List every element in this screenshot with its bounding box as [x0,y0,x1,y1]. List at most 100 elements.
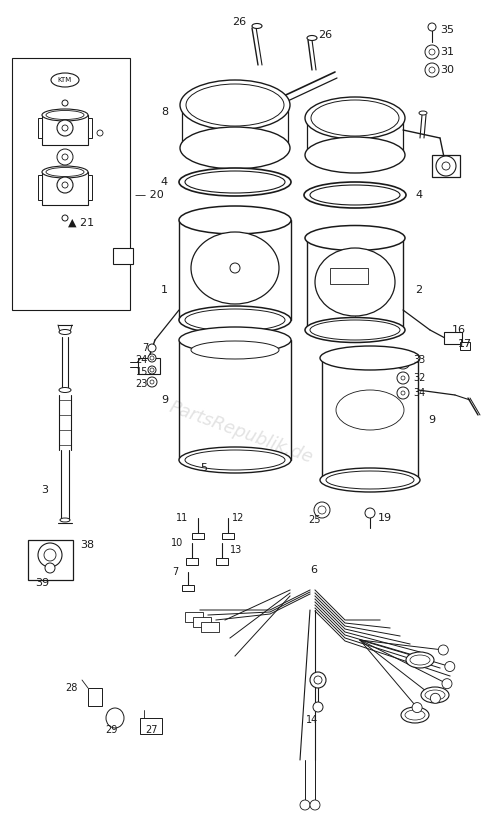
Text: 29: 29 [105,725,118,735]
Circle shape [148,344,156,352]
Text: 28: 28 [66,683,78,693]
Ellipse shape [401,707,429,723]
Polygon shape [38,175,42,200]
Text: ▲ 21: ▲ 21 [68,218,94,228]
Circle shape [45,563,55,573]
Bar [88,688,102,706]
Ellipse shape [42,109,88,121]
Circle shape [57,120,73,136]
Ellipse shape [179,206,291,234]
Ellipse shape [186,84,284,126]
Polygon shape [42,115,88,145]
Ellipse shape [46,111,84,120]
Bar [444,332,462,344]
Ellipse shape [60,518,70,522]
Ellipse shape [179,168,291,196]
Ellipse shape [315,248,395,316]
Circle shape [150,380,154,384]
Ellipse shape [410,655,430,665]
Circle shape [310,800,320,810]
Text: 30: 30 [440,65,454,75]
Text: 13: 13 [230,545,242,555]
Ellipse shape [106,708,124,728]
Ellipse shape [305,97,405,139]
Text: 26: 26 [232,17,246,27]
Bar [186,558,198,565]
Text: 19: 19 [378,513,392,523]
Circle shape [62,125,68,131]
Ellipse shape [59,329,71,334]
Circle shape [150,356,154,360]
Text: 33: 33 [413,355,425,365]
Text: 7: 7 [172,567,178,577]
Bar [113,248,133,264]
Circle shape [150,368,154,372]
Polygon shape [42,172,88,205]
Text: 26: 26 [318,30,332,40]
Circle shape [57,149,73,165]
Circle shape [310,672,326,688]
Ellipse shape [185,450,285,470]
Circle shape [425,63,439,77]
Ellipse shape [311,100,399,136]
Circle shape [147,377,157,387]
Text: 24: 24 [135,355,148,365]
Ellipse shape [110,712,120,724]
Text: 32: 32 [413,373,426,383]
Bar [140,718,162,734]
Ellipse shape [180,80,290,130]
Polygon shape [88,175,92,200]
Bar [138,358,160,374]
Text: 17: 17 [458,339,472,349]
Circle shape [62,100,68,106]
Text: 4: 4 [415,190,422,200]
Circle shape [400,359,406,365]
Circle shape [397,372,409,384]
Bar [201,622,219,632]
Circle shape [401,376,405,380]
Text: 3: 3 [41,485,49,495]
Text: KTM: KTM [58,77,72,83]
Ellipse shape [326,471,414,489]
Circle shape [396,355,410,369]
Circle shape [397,387,409,399]
Ellipse shape [42,166,88,178]
Text: 35: 35 [440,25,454,35]
Circle shape [230,263,240,273]
Bar [192,533,204,539]
Text: 15: 15 [135,367,148,377]
Circle shape [436,156,456,176]
Ellipse shape [305,225,405,250]
Text: 39: 39 [35,578,49,588]
Ellipse shape [304,182,406,208]
Circle shape [314,676,322,684]
Bar [330,268,368,284]
Text: 9: 9 [161,395,168,405]
Ellipse shape [51,73,79,87]
Bar [185,612,203,622]
Circle shape [313,702,323,712]
Ellipse shape [421,687,449,703]
Ellipse shape [310,320,400,340]
Text: 4: 4 [161,177,168,187]
Bar [432,155,460,177]
Text: 6: 6 [310,565,317,575]
Bar [12,58,130,310]
Ellipse shape [46,167,84,176]
Circle shape [97,130,103,136]
Ellipse shape [305,137,405,173]
Circle shape [430,693,441,703]
Circle shape [57,177,73,193]
Text: 34: 34 [413,388,425,398]
Bar [182,585,194,591]
Ellipse shape [179,306,291,334]
Circle shape [425,45,439,59]
Ellipse shape [307,36,317,41]
Polygon shape [38,118,42,138]
Ellipse shape [310,185,400,205]
Circle shape [62,215,68,221]
Circle shape [429,49,435,55]
Ellipse shape [305,318,405,343]
Circle shape [148,366,156,374]
Polygon shape [88,118,92,138]
